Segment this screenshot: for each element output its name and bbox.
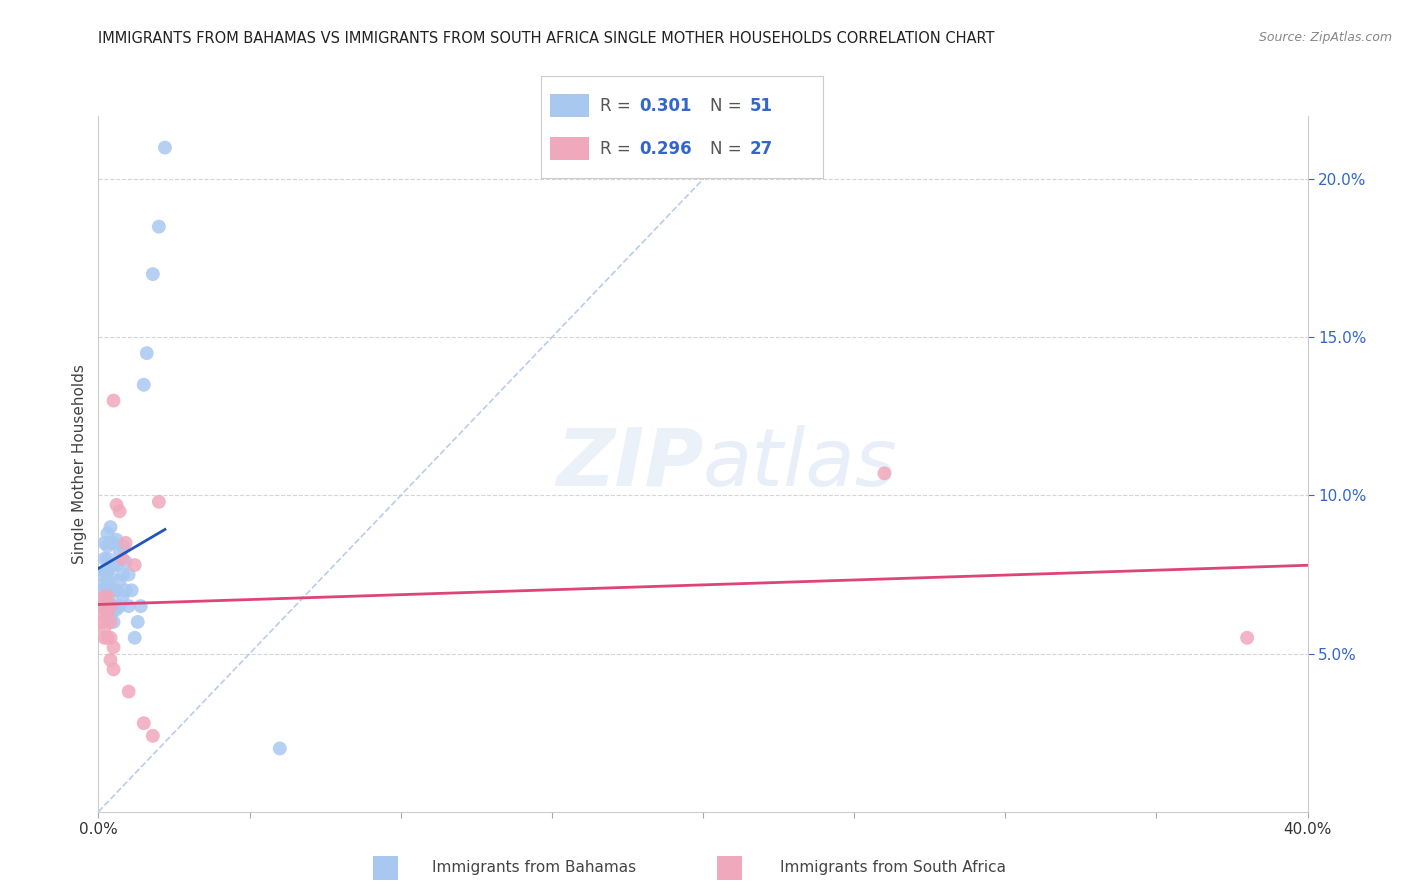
Text: Immigrants from South Africa: Immigrants from South Africa [780, 861, 1005, 875]
Point [96, 590, 118, 604]
Point [90, 583, 112, 598]
Point [111, 590, 134, 604]
Point [96, 606, 118, 620]
Text: ZIP: ZIP [555, 425, 703, 503]
Point [93, 590, 115, 604]
Point [90, 599, 112, 614]
Text: 0.296: 0.296 [640, 140, 692, 158]
Point [873, 467, 896, 481]
Point [100, 583, 122, 598]
Point [105, 583, 128, 598]
Point [100, 520, 122, 534]
Point [105, 558, 128, 572]
Point [153, 140, 176, 154]
Text: N =: N = [710, 140, 747, 158]
Point [108, 574, 131, 588]
Point [111, 539, 134, 553]
Point [93, 590, 115, 604]
Point [100, 536, 122, 550]
Point [132, 377, 155, 392]
Point [93, 621, 115, 635]
Text: IMMIGRANTS FROM BAHAMAS VS IMMIGRANTS FROM SOUTH AFRICA SINGLE MOTHER HOUSEHOLDS: IMMIGRANTS FROM BAHAMAS VS IMMIGRANTS FR… [98, 31, 995, 46]
Point [100, 653, 122, 667]
Point [96, 574, 118, 588]
Text: R =: R = [600, 140, 637, 158]
Point [142, 729, 165, 743]
Bar [550, 137, 589, 160]
Y-axis label: Single Mother Households: Single Mother Households [72, 364, 87, 564]
Point [103, 615, 125, 629]
Point [118, 599, 141, 614]
Point [114, 536, 136, 550]
Point [100, 631, 122, 645]
Point [103, 393, 125, 408]
Point [93, 631, 115, 645]
Point [148, 219, 170, 234]
Point [96, 551, 118, 566]
Point [1236, 631, 1258, 645]
Point [96, 539, 118, 553]
Point [103, 583, 125, 598]
Point [105, 498, 128, 512]
Point [96, 596, 118, 610]
Point [90, 615, 112, 629]
Point [111, 567, 134, 582]
Point [108, 599, 131, 614]
Point [96, 606, 118, 620]
Text: 0.301: 0.301 [640, 96, 692, 114]
Text: atlas: atlas [703, 425, 898, 503]
Point [93, 577, 115, 591]
Point [124, 631, 146, 645]
Point [114, 555, 136, 569]
Point [127, 615, 149, 629]
Point [100, 599, 122, 614]
Point [118, 567, 141, 582]
Point [103, 662, 125, 676]
Point [103, 536, 125, 550]
Point [96, 526, 118, 541]
Point [121, 583, 143, 598]
Text: N =: N = [710, 96, 747, 114]
Point [118, 684, 141, 698]
Point [90, 599, 112, 614]
Point [100, 608, 122, 623]
Point [103, 602, 125, 616]
Point [100, 596, 122, 610]
Point [108, 545, 131, 559]
Point [90, 567, 112, 582]
Point [129, 599, 152, 614]
Point [93, 565, 115, 579]
Point [124, 558, 146, 572]
Point [100, 571, 122, 585]
Point [108, 504, 131, 518]
Point [142, 267, 165, 281]
Point [114, 583, 136, 598]
Point [111, 551, 134, 566]
Bar [550, 95, 589, 117]
Point [100, 615, 122, 629]
Point [93, 536, 115, 550]
Point [96, 631, 118, 645]
Point [103, 640, 125, 655]
Point [132, 716, 155, 731]
Text: 27: 27 [749, 140, 773, 158]
Point [269, 741, 291, 756]
Text: Immigrants from Bahamas: Immigrants from Bahamas [432, 861, 637, 875]
Point [105, 602, 128, 616]
Point [96, 583, 118, 598]
Text: 51: 51 [749, 96, 772, 114]
Text: R =: R = [600, 96, 637, 114]
Point [148, 495, 170, 509]
Point [93, 608, 115, 623]
Point [96, 565, 118, 579]
Text: Source: ZipAtlas.com: Source: ZipAtlas.com [1258, 31, 1392, 45]
Point [93, 551, 115, 566]
Point [103, 558, 125, 572]
Point [135, 346, 157, 360]
Point [105, 533, 128, 547]
